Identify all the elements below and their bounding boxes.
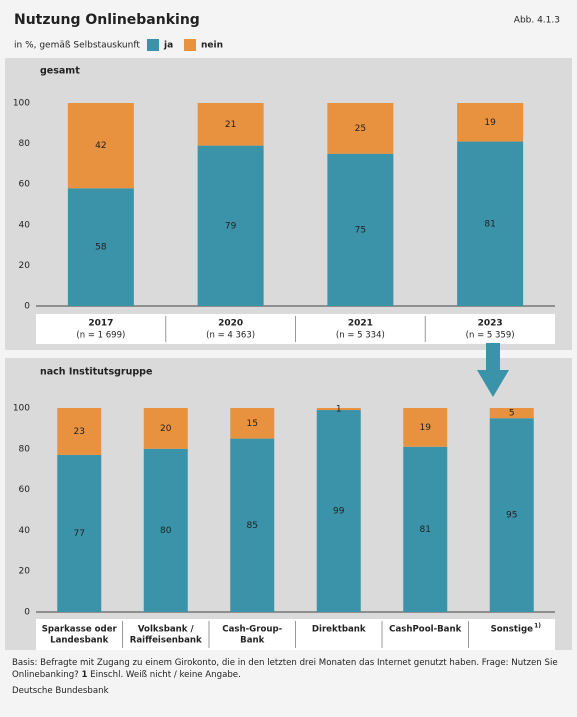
bar-segment bbox=[403, 446, 448, 612]
data-label: 80 bbox=[160, 526, 172, 536]
y-tick-label: 100 bbox=[13, 99, 30, 109]
x-tick-label: 2017 bbox=[88, 319, 113, 329]
data-label: 19 bbox=[484, 118, 496, 128]
sample-size: (n = 4 363) bbox=[206, 331, 255, 341]
sample-size: (n = 5 359) bbox=[466, 331, 515, 341]
footer: Basis: Befragte mit Zugang zu einem Giro… bbox=[12, 657, 564, 697]
bar-segment bbox=[489, 408, 534, 419]
footnote-mark: 1 bbox=[81, 670, 88, 680]
data-label: 79 bbox=[225, 221, 237, 231]
bar-segment bbox=[457, 141, 524, 306]
y-tick-label: 80 bbox=[19, 444, 31, 454]
bar-segment bbox=[316, 410, 361, 612]
x-tick-label: Sparkasse oder bbox=[42, 625, 118, 635]
x-tick-label: 2023 bbox=[478, 319, 503, 329]
bar-segment bbox=[403, 408, 448, 447]
source: Deutsche Bundesbank bbox=[12, 686, 109, 696]
bar-segment bbox=[57, 408, 102, 455]
data-label: 25 bbox=[355, 124, 366, 134]
x-tick-label: Bank bbox=[240, 636, 264, 646]
x-tick-label: 2021 bbox=[348, 319, 373, 329]
data-label: 58 bbox=[95, 243, 107, 253]
arrow bbox=[477, 370, 509, 397]
data-label: 5 bbox=[509, 409, 515, 419]
data-label: 1 bbox=[336, 405, 342, 415]
sample-size: (n = 1 699) bbox=[76, 331, 125, 341]
data-label: 75 bbox=[355, 225, 366, 235]
data-label: 77 bbox=[74, 529, 85, 539]
y-tick-label: 20 bbox=[19, 261, 31, 271]
bar-segment bbox=[327, 153, 394, 306]
bar-segment bbox=[230, 438, 275, 612]
footnote-text: Einschl. Weiß nicht / keine Angabe. bbox=[90, 670, 241, 680]
x-tick-label: Cash-Group- bbox=[222, 625, 282, 635]
figure-number: Abb. 4.1.3 bbox=[514, 16, 560, 26]
y-tick-label: 40 bbox=[19, 526, 31, 536]
y-tick-label: 60 bbox=[19, 180, 31, 190]
chart: Nutzung Onlinebanking Abb. 4.1.3 in %, g… bbox=[5, 12, 572, 650]
x-tick-label: Sonstige bbox=[491, 625, 534, 635]
bar-segment bbox=[327, 103, 394, 154]
bar-segment bbox=[457, 103, 524, 142]
bar-segment bbox=[316, 408, 361, 411]
data-label: 85 bbox=[247, 521, 258, 531]
data-label: 21 bbox=[225, 120, 236, 130]
arrow bbox=[486, 343, 500, 371]
data-label: 81 bbox=[484, 219, 495, 229]
data-label: 42 bbox=[95, 141, 106, 151]
bar-segment bbox=[197, 103, 264, 146]
x-tick-label: Volksbank / bbox=[138, 625, 195, 635]
legend-label: nein bbox=[201, 41, 223, 51]
bar-segment bbox=[67, 188, 134, 306]
data-label: 15 bbox=[247, 419, 258, 429]
data-label: 81 bbox=[420, 525, 431, 535]
legend-label: ja bbox=[163, 41, 173, 51]
y-tick-label: 80 bbox=[19, 139, 31, 149]
x-tick-label: CashPool-Bank bbox=[389, 625, 461, 635]
x-tick-label: Direktbank bbox=[312, 625, 366, 635]
bar-segment bbox=[143, 408, 188, 449]
data-label: 19 bbox=[420, 423, 432, 433]
bar-segment bbox=[57, 454, 102, 612]
y-tick-label: 20 bbox=[19, 567, 31, 577]
bar-segment bbox=[143, 448, 188, 612]
sample-size: (n = 5 334) bbox=[336, 331, 385, 341]
data-label: 95 bbox=[506, 511, 517, 521]
panel-title: nach Institutsgruppe bbox=[40, 367, 152, 378]
bar-segment bbox=[67, 103, 134, 189]
data-label: 99 bbox=[333, 507, 345, 517]
legend-swatch bbox=[147, 39, 159, 51]
bar-segment bbox=[230, 408, 275, 439]
y-tick-label: 0 bbox=[24, 302, 30, 312]
panel-title: gesamt bbox=[40, 66, 80, 77]
y-tick-label: 60 bbox=[19, 485, 31, 495]
y-tick-label: 40 bbox=[19, 220, 31, 230]
legend-swatch bbox=[184, 39, 196, 51]
subtitle: in %, gemäß Selbstauskunft bbox=[14, 41, 140, 51]
y-tick-label: 100 bbox=[13, 404, 30, 414]
data-label: 20 bbox=[160, 424, 172, 434]
data-label: 23 bbox=[74, 427, 85, 437]
x-tick-label: 2020 bbox=[218, 319, 243, 329]
bar-segment bbox=[489, 418, 534, 612]
note: Basis: Befragte mit Zugang zu einem Giro… bbox=[12, 658, 558, 680]
bar-segment bbox=[197, 145, 264, 306]
title: Nutzung Onlinebanking bbox=[14, 12, 200, 28]
y-tick-label: 0 bbox=[24, 608, 30, 618]
x-tick-label: Landesbank bbox=[50, 636, 109, 646]
footnote-superscript: 1) bbox=[534, 623, 541, 630]
x-tick-label: Raiffeisenbank bbox=[130, 636, 202, 646]
